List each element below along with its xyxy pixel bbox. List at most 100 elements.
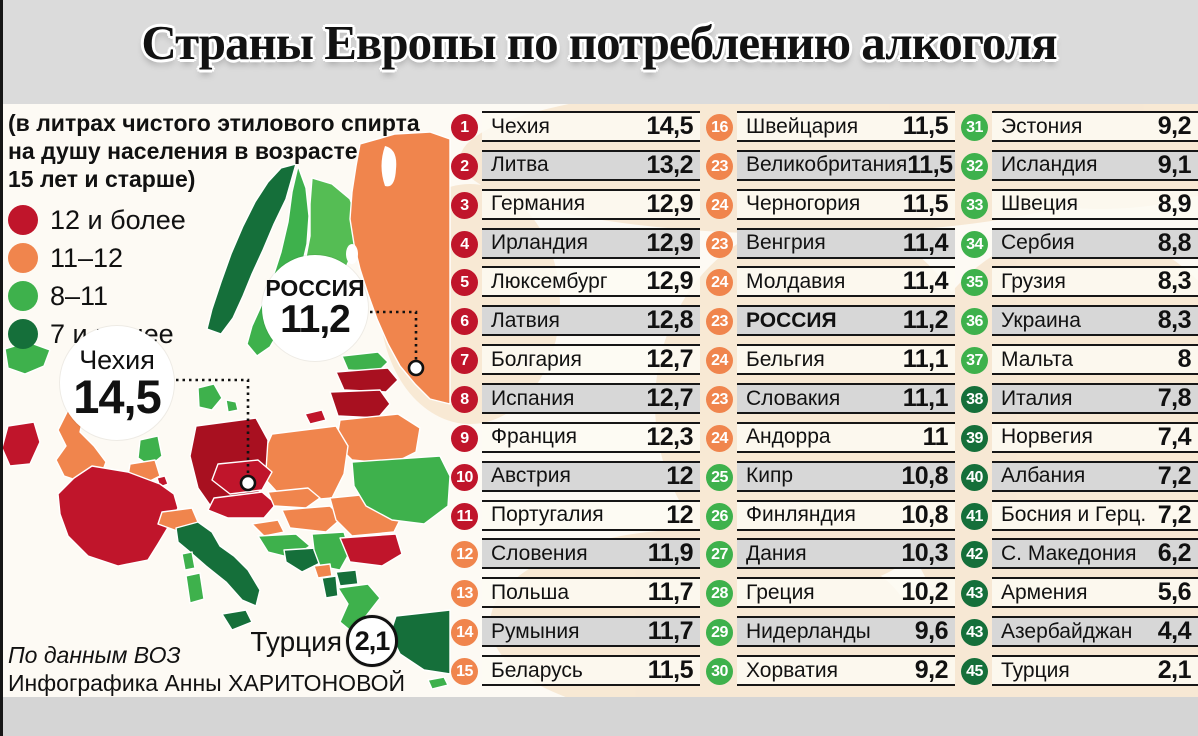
- country-name: Швеция: [1001, 192, 1078, 216]
- table-row: 45 Турция 2,1: [958, 652, 1198, 691]
- consumption-value: 8,3: [1157, 267, 1192, 296]
- row-bar: Словакия 11,1: [737, 383, 955, 415]
- table-row: 24 Андорра 11: [703, 419, 955, 458]
- russia-marker-ring: [407, 359, 425, 377]
- legend-item: 11–12: [8, 239, 420, 277]
- country-name: Польша: [491, 580, 570, 604]
- table-row: 5 Люксембург 12,9: [448, 263, 700, 302]
- country-name: Эстония: [1001, 114, 1083, 138]
- consumption-value: 11,7: [647, 617, 694, 646]
- ranking-column-2: 16 Швейцария 11,5 23 Великобритания 11,5 24 Чер…: [703, 108, 955, 691]
- legend-label: 11–12: [50, 242, 124, 273]
- table-row: 1 Чехия 14,5: [448, 108, 700, 147]
- consumption-value: 9,6: [914, 617, 949, 646]
- row-bar: Словения 11,9: [482, 538, 700, 570]
- consumption-value: 7,2: [1157, 500, 1192, 529]
- table-row: 32 Исландия 9,1: [958, 147, 1198, 186]
- table-row: 9 Франция 12,3: [448, 419, 700, 458]
- consumption-value: 7,8: [1157, 384, 1192, 413]
- row-bar: Испания 12,7: [482, 383, 700, 415]
- country-name: Германия: [491, 192, 586, 216]
- row-bar: Эстония 9,2: [992, 111, 1198, 142]
- table-row: 33 Швеция 8,9: [958, 186, 1198, 225]
- consumption-value: 12,9: [646, 228, 693, 257]
- country-name: Румыния: [491, 619, 580, 643]
- row-bar: Босния и Герц. 7,2: [992, 499, 1198, 531]
- row-bar: Литва 13,2: [482, 149, 700, 181]
- country-name: Франция: [491, 425, 578, 449]
- consumption-value: 8,8: [1157, 228, 1192, 257]
- consumption-value: 12,7: [646, 345, 693, 374]
- rank-badge: 3: [451, 191, 478, 219]
- consumption-value: 2,1: [1157, 656, 1192, 685]
- table-row: 7 Болгария 12,7: [448, 341, 700, 380]
- rank-badge: 23: [706, 308, 733, 336]
- rank-badge: 23: [706, 230, 733, 258]
- rank-badge: 39: [961, 424, 988, 452]
- turkey-label: Турция: [250, 626, 342, 657]
- row-bar: Ирландия 12,9: [482, 227, 700, 259]
- country-name: Черногория: [746, 192, 861, 216]
- country-name: Италия: [1001, 386, 1073, 410]
- country-name: Албания: [1001, 464, 1086, 488]
- legend-note: (в литрах чистого этилового спирта на ду…: [8, 110, 420, 192]
- row-bar: РОССИЯ 11,2: [737, 305, 955, 337]
- row-bar: Австрия 12: [482, 460, 700, 492]
- rank-badge: 43: [961, 580, 988, 608]
- country-name: Нидерланды: [746, 619, 871, 643]
- rank-badge: 28: [706, 580, 733, 608]
- callout-country: Чехия: [79, 345, 155, 375]
- table-row: 27 Дания 10,3: [703, 535, 955, 574]
- consumption-value: 12,9: [646, 267, 693, 296]
- consumption-value: 5,6: [1157, 578, 1192, 607]
- rank-badge: 36: [961, 308, 988, 336]
- row-bar: Турция 2,1: [992, 655, 1198, 687]
- country-name: Словакия: [746, 386, 841, 410]
- rank-badge: 41: [961, 502, 988, 530]
- ranking-column-3: 31 Эстония 9,2 32 Исландия 9,1 33 Швеция 8,9 34 Се…: [958, 108, 1198, 691]
- rank-badge: 38: [961, 386, 988, 414]
- consumption-value: 11,9: [647, 539, 694, 568]
- turkey-callout: 2,1: [346, 615, 398, 667]
- rank-badge: 6: [451, 308, 478, 336]
- table-row: 31 Эстония 9,2: [958, 108, 1198, 147]
- consumption-value: 8,3: [1157, 306, 1192, 335]
- czech-marker-ring: [239, 474, 257, 492]
- row-bar: Дания 10,3: [737, 538, 955, 570]
- row-bar: Италия 7,8: [992, 383, 1198, 415]
- rank-badge: 9: [451, 424, 478, 452]
- callout-value: 11,2: [280, 298, 351, 341]
- rank-badge: 37: [961, 347, 988, 375]
- table-row: 28 Греция 10,2: [703, 574, 955, 613]
- legend-item: 12 и более: [8, 201, 420, 239]
- country-name: Литва: [491, 153, 549, 177]
- country-name: Кипр: [746, 464, 794, 488]
- country-name: Украина: [1001, 308, 1081, 332]
- table-row: 34 Сербия 8,8: [958, 225, 1198, 264]
- page-title: Страны Европы по потреблению алкоголя: [141, 15, 1057, 70]
- footer-credit: Инфографика Анны ХАРИТОНОВОЙ: [8, 670, 406, 696]
- row-bar: С. Македония 6,2: [992, 538, 1198, 570]
- consumption-value: 11,5: [647, 656, 694, 685]
- row-bar: Чехия 14,5: [482, 111, 700, 142]
- table-row: 13 Польша 11,7: [448, 574, 700, 613]
- consumption-value: 10,2: [901, 578, 948, 607]
- table-row: 12 Словения 11,9: [448, 535, 700, 574]
- rank-badge: 24: [706, 424, 733, 452]
- country-name: Финляндия: [746, 503, 856, 527]
- country-name: Мальта: [1001, 347, 1074, 371]
- rank-badge: 12: [451, 541, 478, 569]
- rank-badge: 25: [706, 463, 733, 491]
- table-row: 24 Бельгия 11,1: [703, 341, 955, 380]
- consumption-value: 12: [666, 461, 693, 490]
- table-row: 23 Словакия 11,1: [703, 380, 955, 419]
- table-row: 35 Грузия 8,3: [958, 263, 1198, 302]
- table-row: 10 Австрия 12: [448, 458, 700, 497]
- consumption-value: 12,8: [646, 306, 693, 335]
- table-row: 4 Ирландия 12,9: [448, 225, 700, 264]
- consumption-value: 9,2: [914, 656, 949, 685]
- country-name: Португалия: [491, 503, 604, 527]
- row-bar: Франция 12,3: [482, 421, 700, 453]
